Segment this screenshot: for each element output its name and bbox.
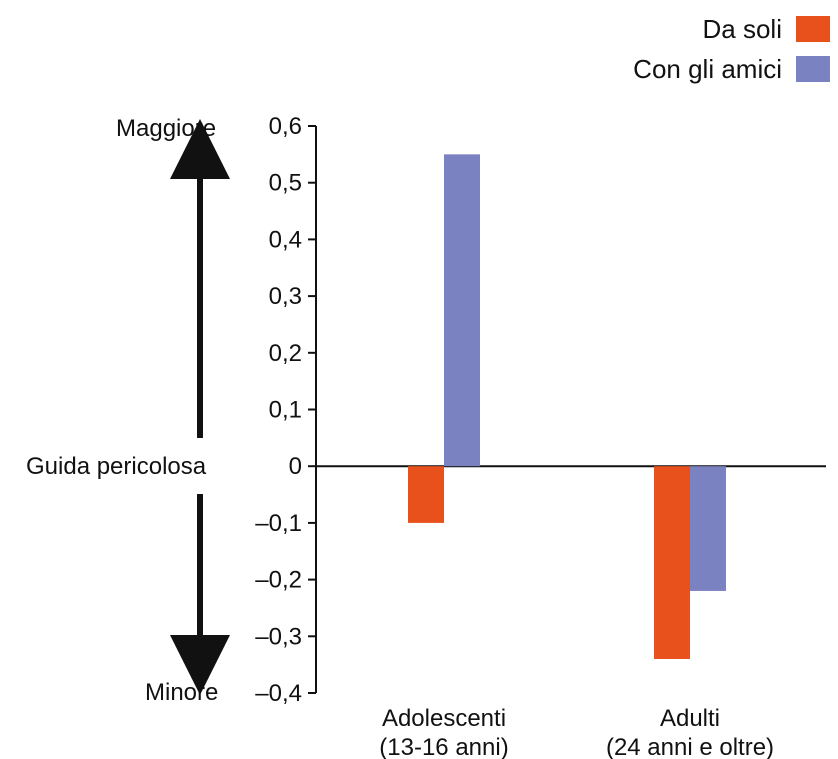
y-tick-label: –0,1 xyxy=(255,510,302,537)
y-tick-label: 0,6 xyxy=(269,113,302,140)
y-tick-label: 0,4 xyxy=(269,226,302,253)
annotation-maggiore: Maggiore xyxy=(116,115,216,142)
y-tick-label: 0,2 xyxy=(269,340,302,367)
annotation-minore: Minore xyxy=(145,679,218,706)
category-label-line-1: Adulti xyxy=(660,705,720,732)
y-tick-label: 0,1 xyxy=(269,397,302,424)
y-tick-label: –0,2 xyxy=(255,567,302,594)
category-label-line-1: Adolescenti xyxy=(382,705,506,732)
y-tick-label: 0,5 xyxy=(269,170,302,197)
axis-layer: 0,6 0,5 0,4 0,3 0,2 0,1 0 –0,1 –0,2 –0,3 –0,4 xyxy=(255,113,826,707)
y-tick-label: –0,4 xyxy=(255,680,302,707)
category-label-line-2: (13-16 anni) xyxy=(379,734,508,759)
legend-label-da-soli: Da soli xyxy=(703,14,782,44)
legend-swatch-con-gli-amici xyxy=(796,56,830,82)
category-label-line-2: (24 anni e oltre) xyxy=(606,734,774,759)
y-tick-label: 0,3 xyxy=(269,283,302,310)
annotation-guida-pericolosa: Guida pericolosa xyxy=(26,453,207,480)
legend-label-con-gli-amici: Con gli amici xyxy=(633,54,782,84)
legend-swatch-da-soli xyxy=(796,16,830,42)
category-layer: Adolescenti(13-16 anni) Adulti(24 anni e … xyxy=(379,705,774,759)
side-annotations: Maggiore Guida pericolosa Minore xyxy=(26,115,230,706)
bar-da-soli-adolescenti xyxy=(408,466,444,523)
bar-con-gli-amici-adulti xyxy=(690,466,726,591)
bar-con-gli-amici-adolescenti xyxy=(444,154,480,467)
bars-layer xyxy=(408,154,726,659)
y-tick-label: –0,3 xyxy=(255,623,302,650)
y-tick-label: 0 xyxy=(289,453,302,480)
legend: Da soli Con gli amici xyxy=(633,14,830,84)
bar-da-soli-adulti xyxy=(654,466,690,659)
